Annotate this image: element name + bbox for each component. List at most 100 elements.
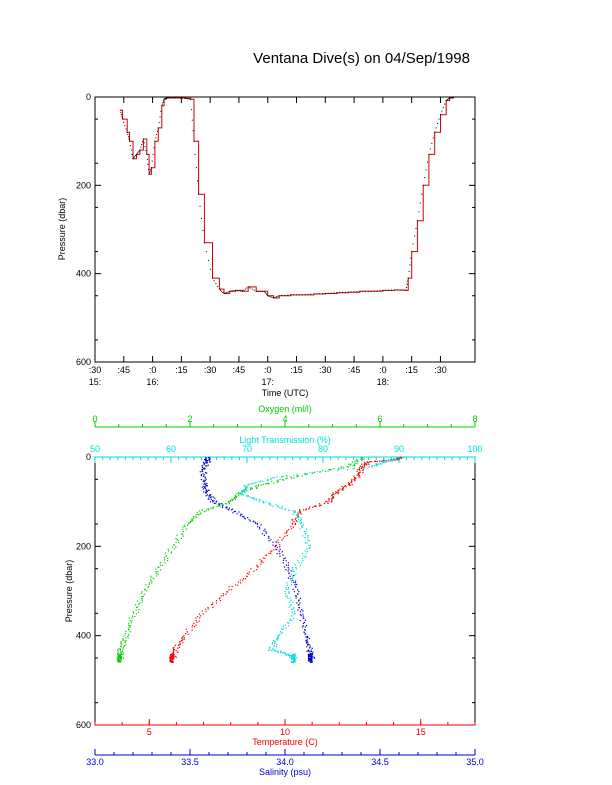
pressure-sample	[160, 110, 162, 112]
top-x-minute-label: :15	[175, 365, 188, 375]
pressure-sample	[128, 138, 130, 140]
oxygen-point	[164, 557, 166, 559]
light_transmission-point	[316, 471, 318, 473]
salinity-point	[264, 528, 266, 530]
light_transmission-point	[382, 461, 384, 463]
salinity-point	[203, 483, 205, 485]
light_transmission-bottom-point	[294, 655, 296, 657]
light_transmission-point	[300, 517, 302, 519]
light_transmission-point	[244, 486, 247, 488]
pressure-sample	[122, 118, 124, 120]
light_transmission-point	[262, 500, 264, 502]
temperature-point	[200, 615, 202, 617]
pressure-sample	[243, 289, 245, 291]
light_transmission-point	[271, 650, 273, 652]
oxygen-tick-label: 8	[472, 414, 477, 424]
temperature-point	[318, 503, 321, 505]
temperature-point	[172, 652, 175, 654]
light_transmission-point	[294, 612, 296, 614]
oxygen-point	[311, 472, 313, 474]
temperature-point	[262, 561, 264, 563]
pressure-sample	[194, 153, 196, 155]
salinity-point	[256, 522, 259, 525]
light_transmission-point	[244, 491, 246, 493]
salinity-point	[206, 472, 208, 474]
salinity-point	[207, 459, 209, 462]
pressure-sample	[207, 259, 209, 261]
oxygen-point	[155, 571, 157, 573]
top-y-tick-label: 400	[76, 269, 91, 279]
oxygen-point	[257, 485, 259, 487]
temperature-point	[370, 461, 372, 463]
salinity-point	[261, 533, 263, 535]
pressure-sample	[402, 289, 404, 291]
pressure-sample	[157, 127, 159, 129]
pressure-sample	[244, 288, 246, 290]
pressure-sample	[427, 161, 428, 163]
salinity-point	[203, 481, 205, 483]
salinity-point	[307, 644, 309, 646]
light_transmission-point	[276, 643, 278, 645]
oxygen-point	[203, 511, 205, 513]
light_transmission-point	[285, 653, 287, 655]
light_transmission-point	[309, 471, 311, 473]
temperature-point	[265, 554, 267, 556]
light_transmission-point	[273, 641, 276, 643]
light_transmission-point	[292, 575, 294, 577]
oxygen-point	[201, 509, 203, 511]
temperature-point	[239, 579, 241, 581]
temperature-point	[335, 492, 337, 495]
temperature-point	[185, 633, 187, 635]
light_transmission-point	[271, 642, 273, 644]
salinity-point	[208, 458, 210, 460]
temperature-point	[351, 484, 353, 486]
oxygen-point	[141, 601, 143, 603]
pressure-sample	[230, 290, 232, 292]
salinity-point	[304, 619, 306, 621]
light_transmission-point	[385, 461, 387, 463]
oxygen-tick-label: 2	[187, 414, 192, 424]
pressure-sample	[156, 130, 158, 132]
oxygen-point	[182, 535, 184, 537]
salinity-bottom-point	[308, 653, 311, 656]
light_transmission-point	[285, 587, 287, 589]
temperature-point	[335, 491, 337, 493]
temperature-point	[175, 650, 177, 652]
light_transmission-point	[384, 462, 386, 464]
oxygen-point	[127, 635, 129, 637]
oxygen-point	[229, 501, 231, 503]
temperature-point	[237, 581, 239, 583]
temperature-point	[299, 509, 301, 511]
oxygen-point	[198, 514, 200, 516]
oxygen-point	[234, 497, 236, 499]
temperature-point	[257, 566, 259, 568]
salinity-point	[297, 593, 299, 595]
temperature-point	[345, 486, 347, 488]
temperature-point	[281, 539, 283, 541]
temperature-point	[348, 484, 350, 486]
salinity-point	[295, 585, 297, 588]
light_transmission-point	[393, 458, 395, 460]
salinity-tick-label: 33.5	[181, 757, 199, 767]
salinity-point	[212, 496, 215, 498]
salinity-point	[257, 526, 259, 528]
salinity-point	[259, 528, 261, 530]
pressure-sample	[158, 121, 160, 123]
oxygen-point	[159, 562, 162, 564]
oxygen-point	[187, 524, 189, 526]
salinity-point	[206, 482, 208, 485]
temperature-point	[245, 578, 247, 580]
light_transmission-point	[291, 615, 293, 617]
pressure-sample	[429, 148, 431, 150]
temperature-point	[354, 477, 356, 479]
oxygen-point	[145, 584, 147, 586]
light_transmission-point	[281, 628, 283, 630]
salinity-point	[202, 480, 204, 482]
oxygen-point	[205, 510, 207, 512]
oxygen-point	[262, 483, 264, 485]
pressure-sample	[274, 296, 276, 298]
temperature-point	[331, 498, 333, 500]
temperature-point	[279, 544, 281, 546]
temperature-point	[331, 497, 334, 499]
pressure-sample	[161, 105, 163, 107]
